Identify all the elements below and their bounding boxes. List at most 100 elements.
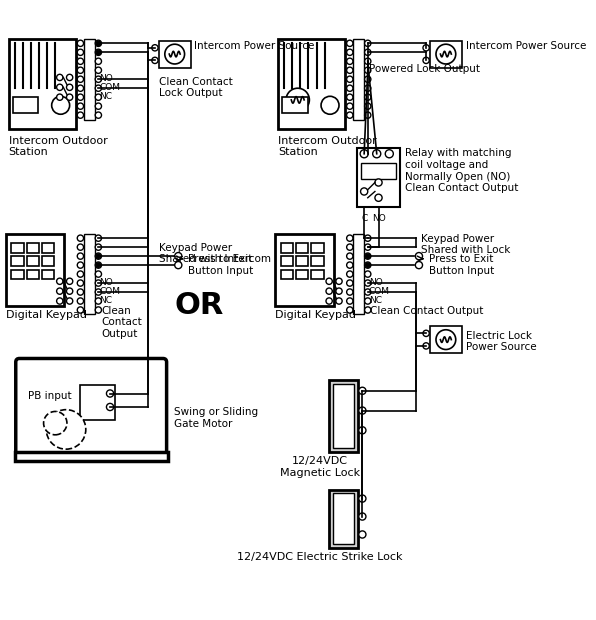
Text: Keypad Power
Shared with Intercom: Keypad Power Shared with Intercom (159, 242, 271, 264)
Circle shape (359, 513, 366, 520)
Circle shape (347, 58, 353, 64)
Bar (329, 490, 358, 548)
Text: NC: NC (100, 296, 112, 304)
Circle shape (385, 149, 393, 158)
Circle shape (359, 427, 366, 434)
FancyBboxPatch shape (15, 358, 167, 456)
Circle shape (96, 263, 101, 267)
Text: Relay with matching
coil voltage and
Normally Open (NO)
Clean Contact Output: Relay with matching coil voltage and Nor… (405, 148, 518, 193)
Text: OR: OR (174, 291, 224, 320)
Circle shape (423, 45, 429, 51)
Bar (6, 234, 64, 306)
Bar (311, 242, 324, 252)
Circle shape (365, 254, 370, 259)
Text: Intercom Power Source: Intercom Power Source (194, 41, 315, 51)
Circle shape (77, 49, 83, 55)
Circle shape (67, 298, 73, 304)
Circle shape (365, 94, 371, 100)
Bar (353, 234, 364, 314)
Text: Clean
Contact
Output: Clean Contact Output (101, 306, 142, 339)
Circle shape (77, 67, 83, 73)
Circle shape (365, 103, 371, 109)
Circle shape (336, 298, 342, 304)
Circle shape (67, 278, 73, 285)
Bar (11, 256, 24, 266)
Text: NO: NO (100, 278, 113, 286)
Circle shape (360, 149, 368, 158)
Circle shape (347, 289, 353, 295)
Text: COM: COM (100, 286, 120, 296)
Circle shape (359, 407, 366, 414)
Circle shape (95, 67, 101, 73)
Circle shape (95, 112, 101, 118)
Circle shape (347, 67, 353, 73)
Text: NO: NO (100, 74, 113, 83)
Bar (275, 234, 334, 306)
Bar (8, 39, 76, 128)
Circle shape (321, 96, 339, 114)
Circle shape (347, 85, 353, 91)
Bar (311, 270, 324, 280)
Circle shape (96, 254, 101, 259)
Circle shape (77, 76, 83, 82)
Circle shape (77, 253, 83, 259)
Circle shape (77, 112, 83, 118)
Circle shape (77, 262, 83, 268)
Circle shape (365, 262, 371, 268)
Circle shape (165, 44, 185, 64)
Bar (42, 256, 54, 266)
Circle shape (415, 252, 423, 260)
Circle shape (365, 235, 371, 241)
Circle shape (52, 96, 70, 114)
Bar (281, 256, 293, 266)
Circle shape (95, 280, 101, 286)
Text: COM: COM (100, 83, 120, 92)
Circle shape (95, 103, 101, 109)
Text: NO: NO (372, 214, 386, 223)
Bar (333, 493, 354, 544)
Bar (159, 41, 191, 68)
Circle shape (95, 85, 101, 91)
Circle shape (347, 253, 353, 259)
Text: NC: NC (100, 92, 112, 101)
Circle shape (95, 289, 101, 295)
Circle shape (67, 84, 73, 91)
Bar (15, 452, 167, 461)
Circle shape (67, 74, 73, 81)
Circle shape (365, 289, 371, 295)
Circle shape (336, 288, 342, 294)
Circle shape (436, 330, 456, 350)
Circle shape (95, 76, 101, 82)
Bar (283, 97, 308, 113)
Circle shape (107, 390, 114, 397)
Circle shape (423, 330, 429, 337)
Text: Press to Exit
Button Input: Press to Exit Button Input (188, 254, 253, 276)
Circle shape (77, 271, 83, 277)
Circle shape (175, 252, 182, 260)
Circle shape (359, 388, 366, 394)
Circle shape (326, 288, 333, 294)
Circle shape (107, 404, 114, 410)
Circle shape (365, 253, 371, 259)
Bar (11, 242, 24, 252)
Text: COM: COM (369, 286, 390, 296)
Circle shape (57, 84, 63, 91)
Circle shape (95, 253, 101, 259)
Bar (329, 380, 358, 452)
Circle shape (365, 244, 371, 250)
Circle shape (57, 288, 63, 294)
Circle shape (67, 94, 73, 100)
Circle shape (326, 298, 333, 304)
Text: Keypad Power
Shared with Lock: Keypad Power Shared with Lock (421, 234, 510, 255)
Circle shape (365, 280, 371, 286)
Circle shape (365, 298, 371, 304)
Circle shape (365, 76, 371, 82)
Circle shape (95, 40, 101, 46)
Circle shape (361, 188, 368, 195)
Circle shape (95, 235, 101, 241)
Circle shape (347, 40, 353, 46)
Bar (361, 162, 396, 179)
Circle shape (286, 88, 309, 112)
Text: Intercom Outdoor
Station: Intercom Outdoor Station (278, 136, 377, 157)
Circle shape (77, 244, 83, 250)
